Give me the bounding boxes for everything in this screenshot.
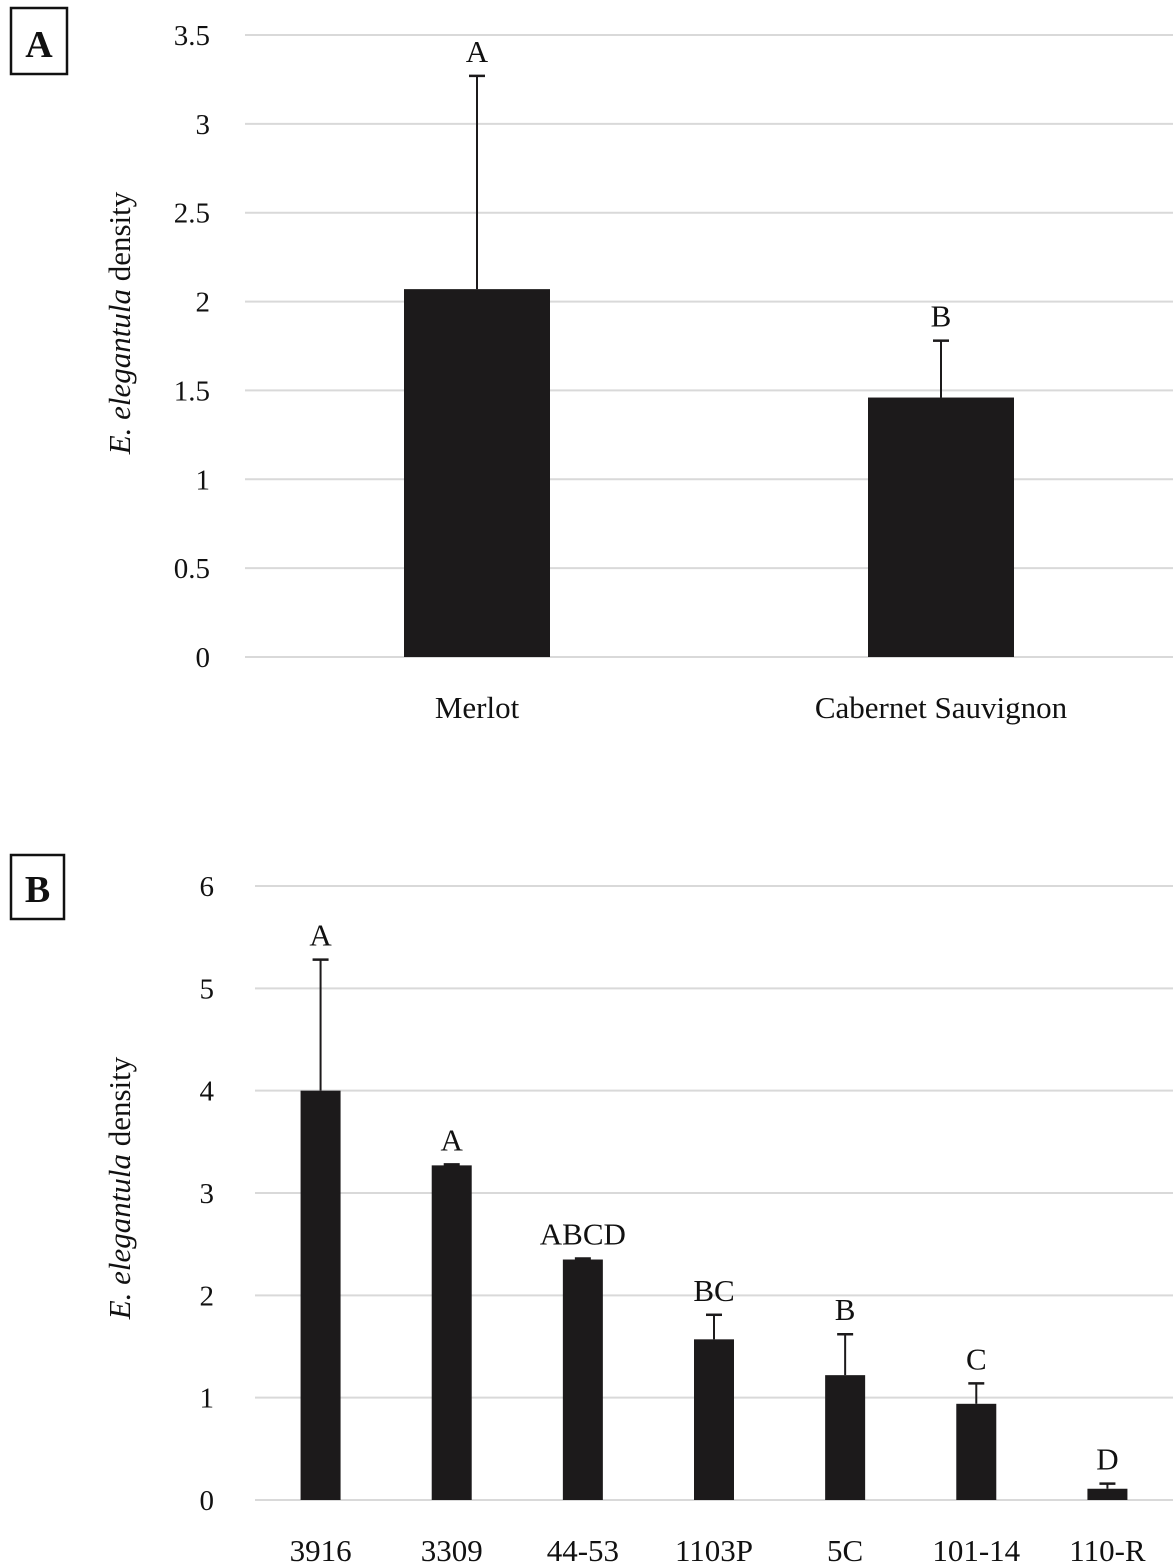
x-category-label: Cabernet Sauvignon [815, 690, 1068, 725]
bar-44-53 [562, 1259, 603, 1500]
x-category-label: 110-R [1069, 1533, 1146, 1568]
y-tick-label: 2 [196, 287, 211, 319]
y-axis-label: E. elegantula density [102, 1056, 137, 1320]
x-category-label: 5C [827, 1533, 863, 1568]
y-axis-label-rest: density [102, 191, 137, 289]
y-tick-label: 1 [196, 464, 211, 496]
y-tick-label: 6 [200, 871, 215, 903]
panel-label-box [9, 6, 69, 76]
significance-label: C [966, 1341, 987, 1376]
y-tick-label: 3.5 [174, 20, 210, 52]
y-tick-label: 0 [200, 1485, 215, 1517]
significance-label: B [835, 1292, 856, 1327]
significance-label: A [309, 918, 332, 953]
bar-Cabernet Sauvignon [868, 397, 1014, 657]
x-category-label: 101-14 [932, 1533, 1020, 1568]
y-tick-label: 1.5 [174, 375, 210, 407]
bar-3916 [300, 1090, 341, 1500]
bar-5C [825, 1375, 866, 1500]
bar-Merlot [404, 289, 550, 657]
y-tick-label: 2 [200, 1280, 215, 1312]
bar-1103P [694, 1339, 734, 1500]
y-tick-label: 0 [196, 642, 211, 674]
panel-label: B [25, 869, 50, 911]
significance-label: BC [693, 1273, 734, 1308]
panel-label: A [25, 24, 53, 66]
x-category-label: 44-53 [547, 1533, 619, 1568]
significance-label: A [441, 1122, 464, 1157]
x-category-label: Merlot [435, 690, 520, 725]
panel-label-box [9, 853, 66, 921]
chart-panel-b: 0 1 2 3 4 5 6 A 3916 A 3309 ABCD 44-53 BC 1103P B 5C C 101… [9, 853, 1173, 1568]
significance-label: ABCD [540, 1216, 626, 1251]
y-axis-label-species: E. elegantula [102, 289, 137, 455]
y-tick-label: 0.5 [174, 553, 210, 585]
y-axis-label-rest: density [102, 1056, 137, 1154]
bar-101-14 [956, 1403, 997, 1500]
bar-3309 [431, 1165, 472, 1500]
y-tick-label: 2.5 [174, 198, 210, 230]
significance-label: A [466, 34, 489, 69]
x-category-label: 3309 [421, 1533, 483, 1568]
y-axis-label-species: E. elegantula [102, 1154, 137, 1320]
y-tick-label: 1 [200, 1383, 215, 1415]
x-category-label: 1103P [675, 1533, 753, 1568]
y-tick-label: 4 [200, 1076, 215, 1108]
y-tick-label: 3 [200, 1178, 215, 1210]
chart-panel-a: 0 0.5 1 1.5 2 2.5 3 3.5 A Merlot B Cabernet Sauvign… [9, 6, 1173, 725]
y-tick-label: 5 [200, 973, 215, 1005]
significance-label: D [1096, 1442, 1118, 1477]
y-tick-label: 3 [196, 109, 211, 141]
significance-label: B [931, 299, 952, 334]
y-axis-label: E. elegantula density [102, 191, 137, 455]
bar-110-R [1087, 1488, 1128, 1500]
x-category-label: 3916 [290, 1533, 352, 1568]
